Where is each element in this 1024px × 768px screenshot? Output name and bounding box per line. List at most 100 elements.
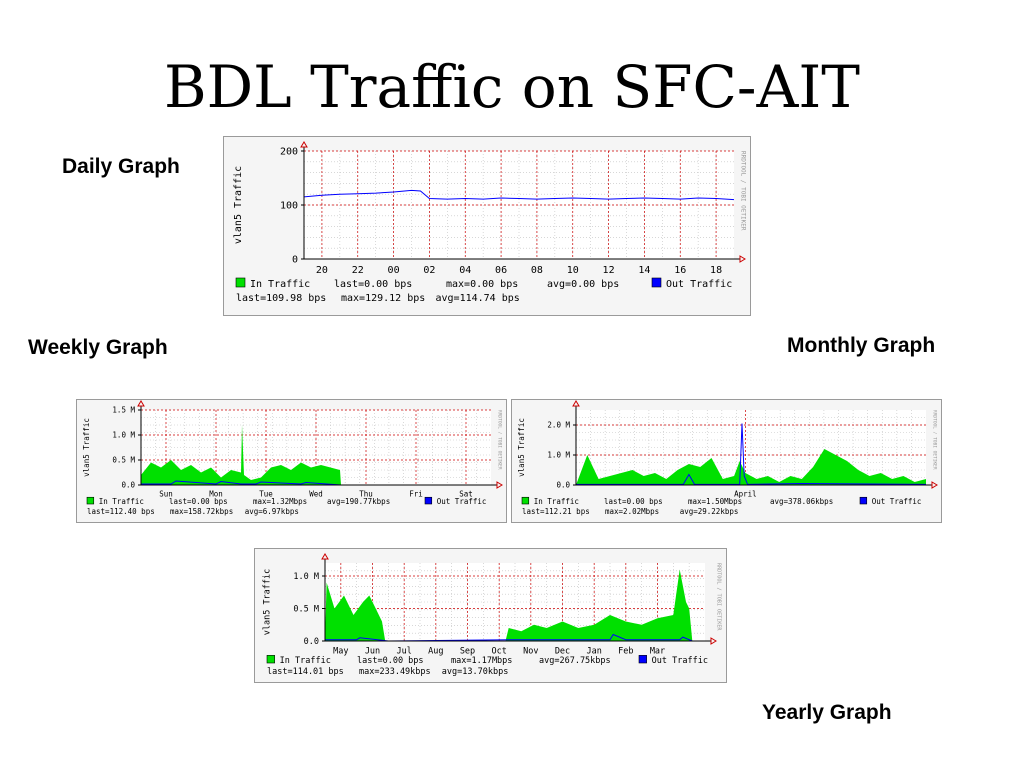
legend-in-max: max=1.50Mbps — [688, 497, 742, 506]
legend-out-label: Out Traffic — [652, 656, 708, 666]
x-tick-label: Tue — [259, 490, 273, 499]
legend-in-avg: avg=267.75kbps — [539, 656, 611, 666]
x-tick-label: Jun — [365, 647, 380, 657]
legend-in-label: In Traffic — [534, 497, 579, 506]
x-tick-label: Jan — [586, 647, 601, 657]
x-axis-arrow — [739, 255, 746, 263]
x-tick-label: 08 — [531, 265, 543, 276]
x-tick-label: Jul — [396, 647, 411, 657]
legend-out-avg: avg=6.97kbps — [245, 507, 299, 516]
x-tick-label: 00 — [388, 265, 400, 276]
y-tick-label: 1.0 M — [112, 431, 135, 440]
y-tick-label: 0.0 — [556, 481, 570, 490]
weekly-graph-caption: Weekly Graph — [28, 336, 168, 359]
legend-in-label: In Traffic — [280, 656, 331, 666]
x-tick-label: Feb — [618, 647, 633, 657]
y-axis-label: vlan5 Traffic — [233, 166, 244, 244]
yearly-graph-caption: Yearly Graph — [762, 701, 892, 724]
out-traffic-line — [325, 633, 705, 642]
in-traffic-area — [576, 449, 926, 485]
x-tick-label: 10 — [567, 265, 579, 276]
x-tick-label: Oct — [491, 647, 506, 657]
y-axis-label: vlan5 Traffic — [263, 569, 273, 636]
legend-out-max: max=129.12 bps — [341, 293, 425, 304]
x-tick-label: 16 — [674, 265, 686, 276]
y-axis-label: vlan5 Traffic — [82, 418, 91, 477]
out-traffic-legend-swatch — [651, 277, 662, 288]
y-tick-label: 200 — [280, 147, 298, 158]
legend-out-last: last=112.21 bps — [522, 507, 590, 516]
x-tick-label: 14 — [638, 265, 650, 276]
legend-out-last: last=112.40 bps — [87, 507, 155, 516]
legend-in-max: max=0.00 bps — [446, 279, 518, 290]
legend-out-max: max=233.49kbps — [359, 667, 431, 677]
x-axis-arrow — [496, 481, 503, 489]
y-tick-label: 100 — [280, 201, 298, 212]
out-traffic-legend-swatch — [424, 496, 433, 505]
legend-in-last: last=0.00 bps — [604, 497, 663, 506]
out-traffic-legend-swatch — [638, 655, 647, 664]
yearly-chart: 0.0 0.5 M 1.0 M May Jun Jul Aug Sep Oct Nov Dec Jan… — [263, 553, 722, 677]
x-tick-label: 18 — [710, 265, 722, 276]
monthly-graph-panel: 0.0 1.0 M 2.0 M April vlan5 Traffic RRDTOOL /… — [511, 399, 942, 523]
x-tick-label: 22 — [352, 265, 364, 276]
legend-in-last: last=0.00 bps — [169, 497, 228, 506]
daily-graph-panel: 0 100 200 20 22 00 02 04 06 08 10 12 14 16 18 vlan5 Tra… — [223, 136, 751, 316]
in-traffic-legend-swatch — [235, 277, 246, 288]
y-tick-label: 1.0 M — [293, 572, 319, 582]
x-tick-label: Wed — [309, 490, 323, 499]
x-tick-label: Sun — [159, 490, 173, 499]
out-traffic-line — [303, 189, 735, 201]
legend-out-max: max=158.72kbps — [170, 507, 233, 516]
x-tick-label: Thu — [359, 490, 373, 499]
x-axis-arrow — [931, 481, 938, 489]
legend-in-max: max=1.32Mbps — [253, 497, 307, 506]
legend-out-label: Out Traffic — [437, 497, 487, 506]
monthly-graph-caption: Monthly Graph — [787, 334, 936, 357]
x-axis-arrow — [710, 637, 717, 645]
in-traffic-legend-swatch — [86, 496, 95, 505]
x-tick-label: Dec — [555, 647, 570, 657]
x-tick-label: Nov — [523, 647, 538, 657]
x-tick-label: 12 — [603, 265, 615, 276]
legend-in-label: In Traffic — [250, 279, 310, 290]
out-traffic-line — [576, 423, 927, 485]
out-traffic-line — [141, 480, 491, 486]
legend-out-label: Out Traffic — [872, 497, 922, 506]
out-traffic-legend-swatch — [859, 496, 868, 505]
y-tick-label: 0.5 M — [293, 604, 319, 614]
x-tick-label: Sat — [459, 490, 473, 499]
legend-in-avg: avg=0.00 bps — [547, 279, 619, 290]
weekly-graph-panel: 0.0 0.5 M 1.0 M 1.5 M Sun Mon Tue Wed Thu Fri Sat v… — [76, 399, 507, 523]
legend-out-label: Out Traffic — [666, 279, 732, 290]
monthly-chart: 0.0 1.0 M 2.0 M April vlan5 Traffic RRDTOOL /… — [517, 400, 938, 516]
y-axis-arrow — [137, 400, 145, 407]
legend-out-last: last=109.98 bps — [236, 293, 326, 304]
in-traffic-legend-swatch — [521, 496, 530, 505]
x-tick-label: 20 — [316, 265, 328, 276]
legend-out-avg: avg=114.74 bps — [436, 293, 520, 304]
rrdtool-credit-label: RRDTOOL / TOBI OETIKER — [740, 151, 747, 231]
in-traffic-area — [325, 569, 705, 641]
y-axis-arrow — [300, 141, 308, 148]
weekly-chart: 0.0 0.5 M 1.0 M 1.5 M Sun Mon Tue Wed Thu Fri Sat v… — [82, 400, 503, 516]
legend-out-avg: avg=29.22kbps — [680, 507, 739, 516]
rrdtool-credit-label: RRDTOOL / TOBI OETIKER — [716, 563, 722, 631]
y-axis-arrow — [572, 400, 580, 407]
legend-out-max: max=2.02Mbps — [605, 507, 659, 516]
legend-in-avg: avg=378.06kbps — [770, 497, 833, 506]
x-tick-label: Aug — [428, 647, 443, 657]
x-tick-label: Mar — [650, 647, 665, 657]
legend-out-avg: avg=13.70kbps — [442, 667, 509, 677]
daily-graph-caption: Daily Graph — [62, 155, 180, 178]
legend-in-avg: avg=190.77kbps — [327, 497, 390, 506]
legend-in-last: last=0.00 bps — [357, 656, 424, 666]
y-tick-label: 0.5 M — [112, 456, 135, 465]
y-tick-label: 0.0 — [121, 481, 135, 490]
x-tick-label: Sep — [460, 647, 475, 657]
y-tick-label: 1.0 M — [547, 451, 570, 460]
x-tick-label: 04 — [459, 265, 471, 276]
legend-out-last: last=114.01 bps — [267, 667, 344, 677]
page-title: BDL Traffic on SFC-AIT — [164, 53, 860, 121]
rrdtool-credit-label: RRDTOOL / TOBI OETIKER — [932, 410, 938, 470]
